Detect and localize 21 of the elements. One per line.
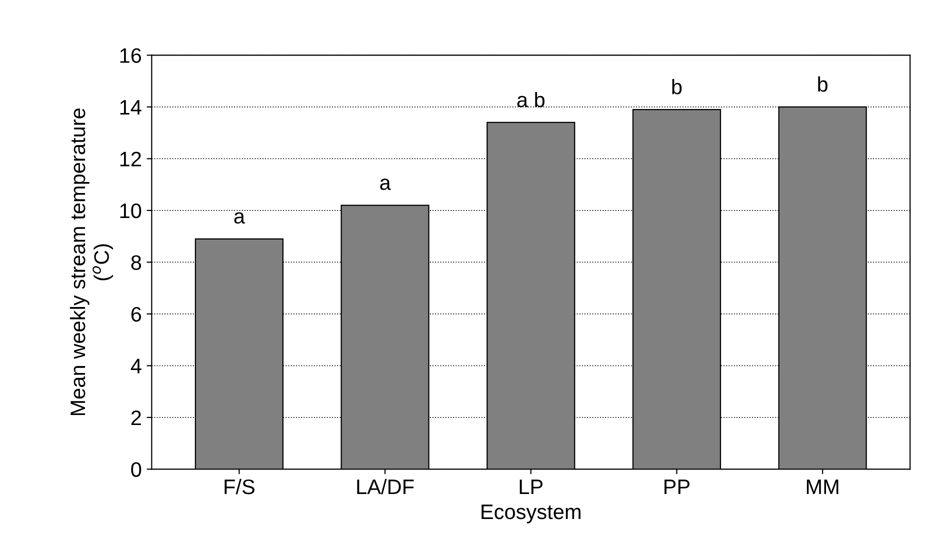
y-tick-label: 4 xyxy=(130,358,142,374)
annotation: a b xyxy=(517,92,544,108)
x-axis-title: Ecosystem xyxy=(482,504,580,524)
annotation: a xyxy=(234,212,245,224)
y-tick-label: 10 xyxy=(120,203,142,218)
annotation: b xyxy=(672,79,682,94)
y-tick-label: 12 xyxy=(120,152,141,166)
annotation: a xyxy=(380,178,391,190)
x-tick-label: LA/DF xyxy=(357,478,414,494)
x-tick-label: F/S xyxy=(224,478,254,494)
y-axis-title: Mean weekly stream temperature ($^{o}$C) xyxy=(70,108,114,416)
y-tick-label: 14 xyxy=(120,100,142,114)
x-tick-label: MM xyxy=(806,480,838,494)
y-tick-label: 16 xyxy=(120,48,142,63)
annotation: b xyxy=(818,76,828,92)
y-tick-label: 0 xyxy=(131,462,142,477)
x-tick-label: LP xyxy=(520,480,543,494)
y-tick-label: 6 xyxy=(131,306,142,322)
y-tick-label: 2 xyxy=(131,410,141,425)
y-tick-label: 8 xyxy=(131,255,142,270)
x-tick-label: PP xyxy=(664,480,690,494)
